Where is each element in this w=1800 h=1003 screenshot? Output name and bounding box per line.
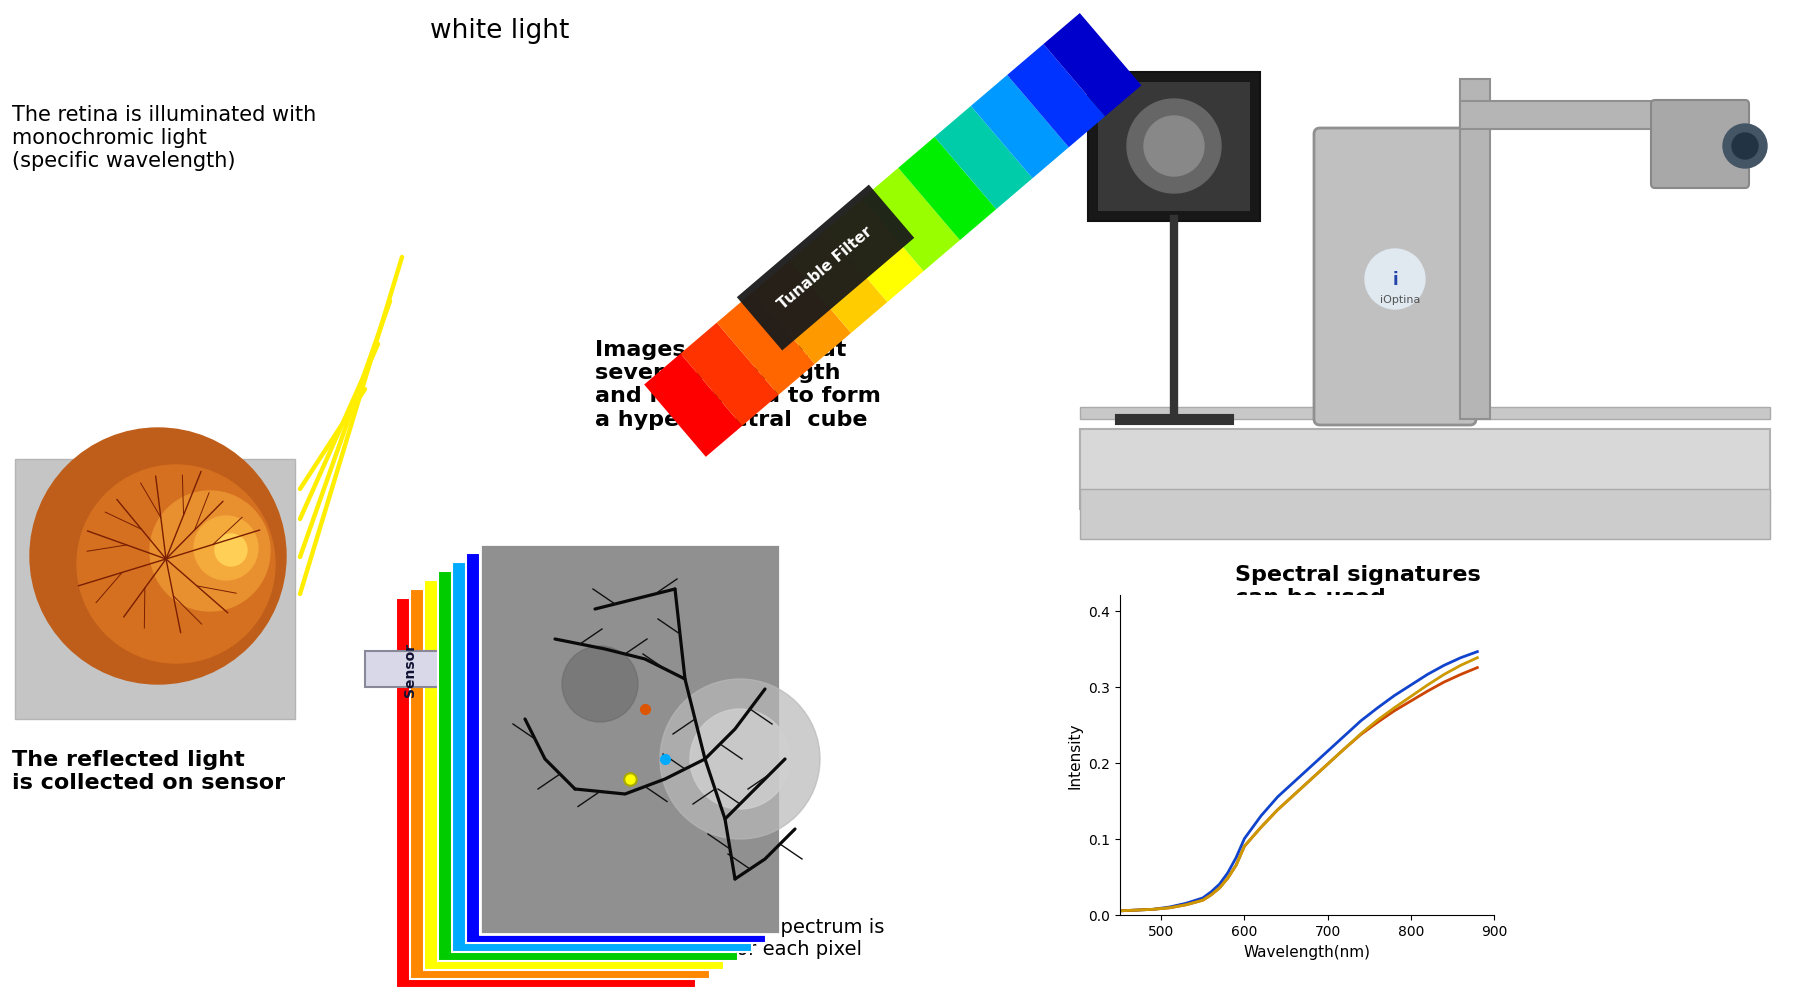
FancyBboxPatch shape — [466, 554, 767, 943]
Circle shape — [31, 428, 286, 684]
Text: A reflectance spectrum is
available for each pixel: A reflectance spectrum is available for … — [635, 917, 884, 958]
Text: The reflected light
is collected on sensor: The reflected light is collected on sens… — [13, 749, 284, 792]
FancyBboxPatch shape — [437, 572, 738, 961]
Polygon shape — [716, 293, 815, 395]
Text: white light: white light — [430, 18, 569, 44]
Text: Spectral signatures
can be used
to localize and
quantify specific
biomolecules: Spectral signatures can be used to local… — [1235, 565, 1481, 677]
FancyBboxPatch shape — [481, 545, 779, 934]
FancyBboxPatch shape — [365, 651, 455, 687]
Polygon shape — [970, 76, 1069, 179]
FancyBboxPatch shape — [1087, 73, 1260, 222]
Circle shape — [1723, 125, 1768, 169]
Polygon shape — [790, 231, 887, 334]
FancyArrow shape — [461, 652, 554, 686]
FancyBboxPatch shape — [1314, 128, 1476, 425]
Polygon shape — [934, 107, 1033, 210]
Text: Images are taken at
several wavelength
and registered to form
a hyperspectral  c: Images are taken at several wavelength a… — [596, 340, 880, 429]
Circle shape — [149, 491, 270, 612]
FancyBboxPatch shape — [1080, 407, 1769, 419]
Polygon shape — [680, 323, 778, 426]
FancyBboxPatch shape — [1080, 429, 1769, 510]
FancyBboxPatch shape — [1460, 102, 1679, 129]
Circle shape — [1732, 133, 1759, 159]
FancyBboxPatch shape — [410, 590, 709, 979]
FancyBboxPatch shape — [14, 459, 295, 719]
FancyBboxPatch shape — [1098, 83, 1249, 212]
FancyBboxPatch shape — [1460, 80, 1490, 419]
Text: Tunable Filter: Tunable Filter — [776, 224, 875, 312]
Polygon shape — [862, 169, 959, 272]
Circle shape — [562, 646, 637, 722]
FancyBboxPatch shape — [1080, 489, 1769, 540]
Polygon shape — [826, 200, 923, 303]
Circle shape — [1145, 117, 1204, 177]
Polygon shape — [1008, 45, 1105, 148]
X-axis label: Wavelength(nm): Wavelength(nm) — [1244, 944, 1370, 959]
Text: i: i — [1391, 271, 1399, 289]
Circle shape — [194, 517, 257, 581]
FancyBboxPatch shape — [396, 599, 697, 988]
FancyBboxPatch shape — [452, 563, 752, 952]
FancyBboxPatch shape — [481, 545, 779, 934]
Polygon shape — [1044, 14, 1141, 117]
Text: iOptina: iOptina — [1381, 295, 1420, 305]
FancyBboxPatch shape — [1651, 101, 1750, 189]
Text: The retina is illuminated with
monochromic light
(specific wavelength): The retina is illuminated with monochrom… — [13, 105, 317, 172]
Polygon shape — [898, 137, 995, 241]
Circle shape — [77, 465, 275, 663]
Y-axis label: Intensity: Intensity — [1067, 722, 1082, 788]
FancyBboxPatch shape — [425, 581, 724, 970]
Circle shape — [661, 679, 821, 840]
Polygon shape — [752, 262, 851, 364]
Circle shape — [1364, 250, 1426, 310]
Circle shape — [214, 535, 247, 567]
Circle shape — [689, 709, 790, 809]
Polygon shape — [644, 354, 742, 457]
Text: Sensor: Sensor — [403, 642, 418, 696]
Circle shape — [1127, 100, 1220, 194]
